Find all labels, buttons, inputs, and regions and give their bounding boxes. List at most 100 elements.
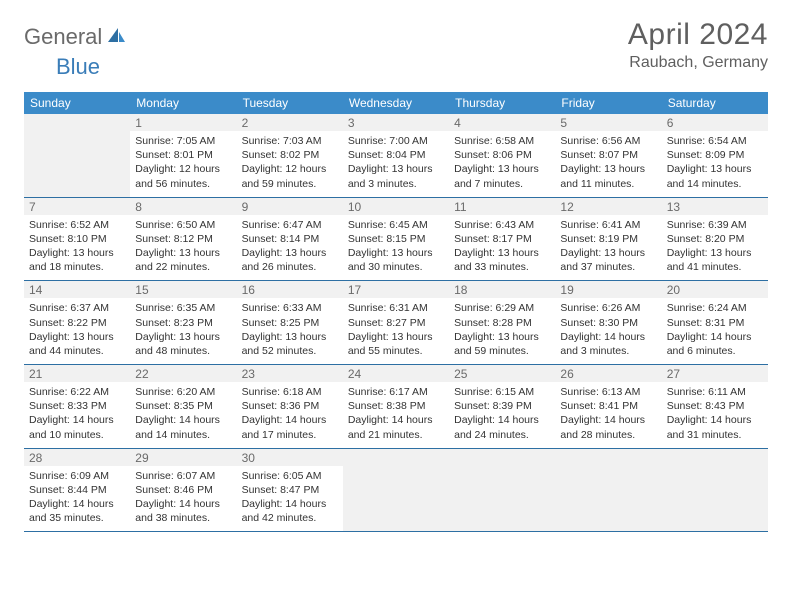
day-cell: Sunrise: 6:45 AMSunset: 8:15 PMDaylight:… <box>343 215 449 281</box>
day-line: Sunset: 8:27 PM <box>348 316 444 330</box>
logo: General <box>24 24 126 50</box>
day-number: 16 <box>237 281 343 299</box>
day-cell: Sunrise: 6:13 AMSunset: 8:41 PMDaylight:… <box>555 382 661 448</box>
day-line: and 56 minutes. <box>135 177 231 191</box>
day-line: Sunset: 8:04 PM <box>348 148 444 162</box>
day-line: Sunset: 8:33 PM <box>29 399 125 413</box>
day-line: Daylight: 13 hours <box>454 162 550 176</box>
day-cell <box>662 466 768 532</box>
day-line: Sunrise: 6:54 AM <box>667 134 763 148</box>
day-number: 17 <box>343 281 449 299</box>
day-line: Sunset: 8:14 PM <box>242 232 338 246</box>
day-line: Daylight: 12 hours <box>242 162 338 176</box>
day-number: 19 <box>555 281 661 299</box>
day-number: 24 <box>343 365 449 383</box>
day-cell <box>343 466 449 532</box>
day-number: 8 <box>130 197 236 215</box>
day-cell: Sunrise: 6:18 AMSunset: 8:36 PMDaylight:… <box>237 382 343 448</box>
logo-text-1: General <box>24 24 102 50</box>
daynum-row: 21222324252627 <box>24 365 768 383</box>
day-line: Sunrise: 6:09 AM <box>29 469 125 483</box>
day-cell: Sunrise: 6:24 AMSunset: 8:31 PMDaylight:… <box>662 298 768 364</box>
day-line: Sunset: 8:22 PM <box>29 316 125 330</box>
day-number: 25 <box>449 365 555 383</box>
day-line: Daylight: 13 hours <box>348 162 444 176</box>
day-line: Sunset: 8:06 PM <box>454 148 550 162</box>
day-line: and 42 minutes. <box>242 511 338 525</box>
day-line: Daylight: 14 hours <box>348 413 444 427</box>
day-line: Sunset: 8:46 PM <box>135 483 231 497</box>
day-line: Sunrise: 6:41 AM <box>560 218 656 232</box>
day-number: 7 <box>24 197 130 215</box>
day-number: 13 <box>662 197 768 215</box>
day-line: Sunrise: 6:11 AM <box>667 385 763 399</box>
day-line: Sunrise: 6:17 AM <box>348 385 444 399</box>
day-cell: Sunrise: 7:03 AMSunset: 8:02 PMDaylight:… <box>237 131 343 197</box>
day-line: Daylight: 14 hours <box>454 413 550 427</box>
day-line: and 59 minutes. <box>242 177 338 191</box>
day-line: and 3 minutes. <box>348 177 444 191</box>
day-line: Sunset: 8:10 PM <box>29 232 125 246</box>
day-line: Sunset: 8:01 PM <box>135 148 231 162</box>
day-line: Daylight: 14 hours <box>135 497 231 511</box>
day-line: and 26 minutes. <box>242 260 338 274</box>
day-line: Sunset: 8:39 PM <box>454 399 550 413</box>
day-line: Sunrise: 6:22 AM <box>29 385 125 399</box>
day-cell: Sunrise: 6:09 AMSunset: 8:44 PMDaylight:… <box>24 466 130 532</box>
day-line: Sunrise: 6:29 AM <box>454 301 550 315</box>
day-number: 11 <box>449 197 555 215</box>
day-line: Sunset: 8:20 PM <box>667 232 763 246</box>
day-line: and 35 minutes. <box>29 511 125 525</box>
day-cell: Sunrise: 6:47 AMSunset: 8:14 PMDaylight:… <box>237 215 343 281</box>
day-line: Sunset: 8:36 PM <box>242 399 338 413</box>
day-line: Sunrise: 6:33 AM <box>242 301 338 315</box>
day-line: Sunset: 8:44 PM <box>29 483 125 497</box>
day-number: 3 <box>343 114 449 131</box>
day-cell: Sunrise: 7:00 AMSunset: 8:04 PMDaylight:… <box>343 131 449 197</box>
day-line: Daylight: 13 hours <box>135 246 231 260</box>
day-line: Sunrise: 6:43 AM <box>454 218 550 232</box>
calendar-table: Sunday Monday Tuesday Wednesday Thursday… <box>24 92 768 532</box>
day-number: 26 <box>555 365 661 383</box>
day-line: and 33 minutes. <box>454 260 550 274</box>
day-line: Sunset: 8:30 PM <box>560 316 656 330</box>
day-line: and 30 minutes. <box>348 260 444 274</box>
day-cell: Sunrise: 6:05 AMSunset: 8:47 PMDaylight:… <box>237 466 343 532</box>
day-line: Sunrise: 6:50 AM <box>135 218 231 232</box>
day-line: Sunrise: 6:37 AM <box>29 301 125 315</box>
day-number: 5 <box>555 114 661 131</box>
day-line: Daylight: 13 hours <box>29 330 125 344</box>
day-cell: Sunrise: 6:39 AMSunset: 8:20 PMDaylight:… <box>662 215 768 281</box>
day-cell: Sunrise: 6:26 AMSunset: 8:30 PMDaylight:… <box>555 298 661 364</box>
day-line: and 22 minutes. <box>135 260 231 274</box>
day-line: Sunset: 8:35 PM <box>135 399 231 413</box>
day-line: Sunrise: 6:45 AM <box>348 218 444 232</box>
day-line: Daylight: 13 hours <box>135 330 231 344</box>
dow-tue: Tuesday <box>237 92 343 114</box>
day-line: Sunset: 8:12 PM <box>135 232 231 246</box>
day-number: 27 <box>662 365 768 383</box>
day-number <box>662 448 768 466</box>
day-line: Daylight: 14 hours <box>135 413 231 427</box>
day-line: and 31 minutes. <box>667 428 763 442</box>
day-line: Sunrise: 6:05 AM <box>242 469 338 483</box>
day-line: and 41 minutes. <box>667 260 763 274</box>
day-line: Sunset: 8:17 PM <box>454 232 550 246</box>
day-line: Sunrise: 6:52 AM <box>29 218 125 232</box>
day-line: and 11 minutes. <box>560 177 656 191</box>
day-cell: Sunrise: 6:43 AMSunset: 8:17 PMDaylight:… <box>449 215 555 281</box>
day-line: Sunset: 8:41 PM <box>560 399 656 413</box>
day-line: Sunrise: 6:26 AM <box>560 301 656 315</box>
day-cell: Sunrise: 6:37 AMSunset: 8:22 PMDaylight:… <box>24 298 130 364</box>
day-line: Sunset: 8:43 PM <box>667 399 763 413</box>
day-line: Sunset: 8:23 PM <box>135 316 231 330</box>
week-row: Sunrise: 6:22 AMSunset: 8:33 PM Daylight:… <box>24 382 768 448</box>
logo-text-2: Blue <box>56 54 100 80</box>
logo-sail-icon <box>106 24 126 50</box>
day-line: Sunrise: 6:35 AM <box>135 301 231 315</box>
location: Raubach, Germany <box>628 54 768 72</box>
day-cell <box>24 131 130 197</box>
daynum-row: 14151617181920 <box>24 281 768 299</box>
day-cell: Sunrise: 6:52 AMSunset: 8:10 PMDaylight:… <box>24 215 130 281</box>
day-number: 18 <box>449 281 555 299</box>
